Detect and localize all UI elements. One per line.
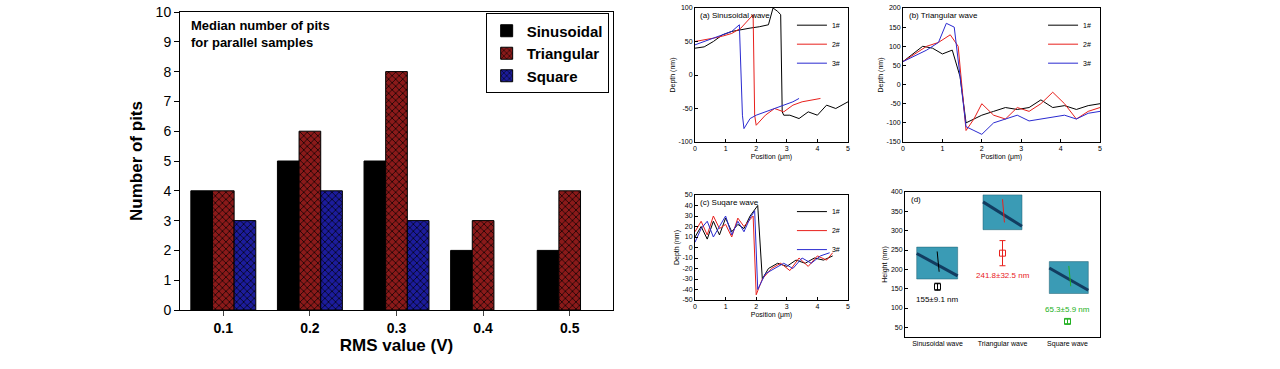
svg-text:Number of pits: Number of pits	[127, 101, 146, 221]
svg-text:1: 1	[163, 272, 171, 288]
svg-text:-150: -150	[887, 138, 901, 145]
svg-text:50: 50	[893, 62, 901, 69]
svg-text:0.4: 0.4	[473, 320, 493, 336]
svg-text:0: 0	[693, 145, 697, 152]
svg-text:3#: 3#	[832, 60, 840, 67]
svg-text:1: 1	[940, 145, 944, 152]
svg-text:4: 4	[163, 183, 171, 199]
svg-text:300: 300	[891, 227, 903, 234]
svg-text:3: 3	[1019, 145, 1023, 152]
svg-text:200: 200	[891, 266, 903, 273]
svg-text:-50: -50	[682, 105, 692, 112]
svg-text:Height (nm): Height (nm)	[881, 246, 889, 283]
svg-text:2: 2	[980, 145, 984, 152]
svg-text:50: 50	[685, 191, 693, 198]
svg-text:1: 1	[724, 303, 728, 310]
svg-text:-100: -100	[679, 138, 693, 145]
svg-text:-10: -10	[682, 254, 692, 261]
svg-text:-50: -50	[890, 100, 900, 107]
svg-text:10: 10	[685, 233, 693, 240]
svg-text:65.3±5.9 nm: 65.3±5.9 nm	[1045, 305, 1090, 314]
svg-text:Depth (nm): Depth (nm)	[673, 230, 681, 265]
svg-text:50: 50	[895, 324, 903, 331]
svg-text:1#: 1#	[1083, 22, 1091, 29]
svg-text:5: 5	[846, 303, 850, 310]
svg-text:0.2: 0.2	[300, 320, 320, 336]
svg-text:0: 0	[693, 303, 697, 310]
svg-text:8: 8	[163, 64, 171, 80]
svg-text:400: 400	[891, 188, 903, 195]
svg-text:2#: 2#	[1083, 41, 1091, 48]
svg-text:1#: 1#	[832, 208, 840, 215]
svg-text:2#: 2#	[832, 41, 840, 48]
svg-text:Position (μm): Position (μm)	[751, 311, 792, 319]
svg-text:(a) Sinusoidal wave: (a) Sinusoidal wave	[700, 11, 770, 20]
svg-text:3: 3	[163, 213, 171, 229]
svg-text:241.8±32.5 nm: 241.8±32.5 nm	[976, 271, 1030, 280]
svg-text:150: 150	[889, 24, 901, 31]
svg-text:150: 150	[891, 285, 903, 292]
svg-text:(c) Suqare wave: (c) Suqare wave	[700, 198, 759, 207]
svg-text:-40: -40	[682, 286, 692, 293]
svg-text:Depth (nm): Depth (nm)	[877, 57, 885, 92]
svg-text:155±9.1 nm: 155±9.1 nm	[916, 295, 959, 304]
svg-text:Median number of pitsfor paral: Median number of pitsfor parallel sample…	[191, 18, 330, 50]
svg-text:100: 100	[681, 4, 693, 11]
svg-text:3#: 3#	[1083, 60, 1091, 67]
svg-text:Position (μm): Position (μm)	[751, 153, 792, 161]
svg-text:100: 100	[891, 304, 903, 311]
svg-text:-20: -20	[682, 265, 692, 272]
svg-text:0: 0	[901, 145, 905, 152]
svg-text:250: 250	[891, 246, 903, 253]
svg-text:4: 4	[815, 303, 819, 310]
svg-text:0.5: 0.5	[560, 320, 580, 336]
svg-text:40: 40	[685, 202, 693, 209]
svg-text:Position (μm): Position (μm)	[981, 153, 1022, 161]
svg-text:4: 4	[1059, 145, 1063, 152]
svg-text:7: 7	[163, 93, 171, 109]
svg-text:5: 5	[846, 145, 850, 152]
svg-text:9: 9	[163, 34, 171, 50]
svg-text:-100: -100	[887, 119, 901, 126]
svg-text:200: 200	[889, 4, 901, 11]
svg-text:100: 100	[889, 43, 901, 50]
svg-text:Square wave: Square wave	[1047, 340, 1088, 348]
svg-text:2#: 2#	[832, 227, 840, 234]
svg-text:0: 0	[689, 244, 693, 251]
svg-text:0: 0	[897, 81, 901, 88]
svg-text:3: 3	[785, 303, 789, 310]
svg-text:0.1: 0.1	[214, 320, 234, 336]
svg-text:3: 3	[785, 145, 789, 152]
svg-text:0: 0	[689, 71, 693, 78]
svg-text:5: 5	[1098, 145, 1102, 152]
svg-text:6: 6	[163, 123, 171, 139]
svg-text:3#: 3#	[832, 246, 840, 253]
svg-text:-30: -30	[682, 275, 692, 282]
svg-text:50: 50	[685, 38, 693, 45]
svg-text:2: 2	[163, 242, 171, 258]
svg-text:10: 10	[156, 4, 172, 20]
svg-text:1#: 1#	[832, 22, 840, 29]
svg-text:2: 2	[754, 303, 758, 310]
svg-text:4: 4	[815, 145, 819, 152]
svg-text:RMS value (V): RMS value (V)	[340, 336, 453, 355]
svg-text:(b) Triangular wave: (b) Triangular wave	[909, 11, 978, 20]
svg-text:Triangular: Triangular	[527, 45, 600, 62]
svg-text:(d): (d)	[911, 195, 921, 204]
svg-text:Depth (nm): Depth (nm)	[669, 57, 677, 92]
svg-text:0.3: 0.3	[387, 320, 407, 336]
svg-text:30: 30	[685, 212, 693, 219]
svg-text:5: 5	[163, 153, 171, 169]
svg-text:0: 0	[163, 302, 171, 318]
svg-text:Square: Square	[527, 68, 578, 85]
svg-text:Triangular wave: Triangular wave	[978, 340, 1028, 348]
svg-text:2: 2	[754, 145, 758, 152]
svg-text:1: 1	[724, 145, 728, 152]
svg-text:Sinusoidal: Sinusoidal	[527, 23, 603, 40]
svg-text:Sinusoidal wave: Sinusoidal wave	[912, 340, 963, 347]
svg-text:20: 20	[685, 223, 693, 230]
svg-text:-50: -50	[682, 296, 692, 303]
svg-text:350: 350	[891, 208, 903, 215]
